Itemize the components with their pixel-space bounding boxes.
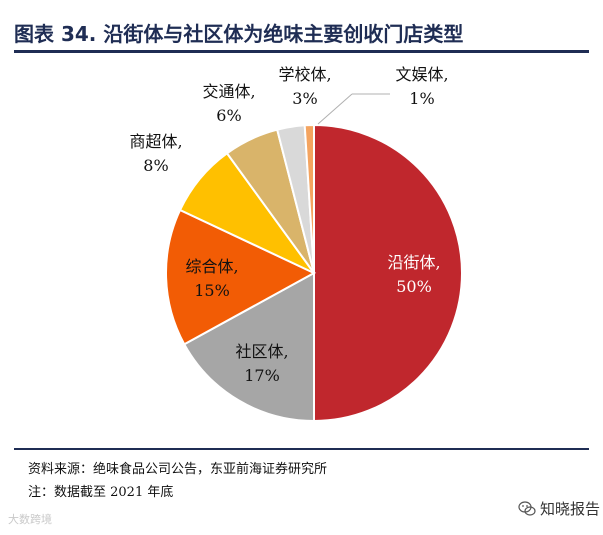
slice-value-wenyu: 1% — [409, 89, 434, 108]
slice-label-yanjie: 沿街体, — [387, 253, 440, 272]
slice-value-jiaotong: 6% — [216, 106, 241, 125]
slice-label-shangchao: 商超体, — [129, 132, 182, 151]
watermark-right-text: 知晓报告 — [540, 500, 601, 518]
pie-slice-wenyu — [303, 123, 315, 274]
slice-label-jiaotong: 交通体, — [202, 82, 255, 101]
title-rule — [14, 50, 589, 53]
watermark-left: 大数跨境 — [8, 513, 52, 526]
slice-value-zonghe: 15% — [194, 281, 230, 300]
slice-label-shequ: 社区体, — [235, 342, 288, 361]
pie-slice-zonghe — [165, 208, 317, 346]
slice-label-wenyu: 文娱体, — [395, 65, 448, 84]
leader-line-wenyu — [317, 93, 353, 125]
slice-label-zonghe: 综合体, — [185, 257, 238, 276]
watermark-right: 知晓报告 — [518, 498, 600, 519]
pie-chart: 沿街体, 50% 社区体, 17% 综合体, 15% 商超体, 8% 交通体, 6% 学校体, 3% 文… — [129, 65, 463, 423]
slice-label-xuexiao: 学校体, — [278, 65, 331, 84]
pie-slice-yanjie — [313, 123, 463, 423]
slice-value-yanjie: 50% — [396, 277, 432, 296]
date-note: 注：数据截至 2021 年底 — [28, 485, 174, 500]
slice-value-shequ: 17% — [244, 366, 280, 385]
pie-slice-shequ — [182, 271, 315, 423]
slice-value-xuexiao: 3% — [292, 89, 317, 108]
footer-rule — [14, 448, 589, 450]
chart-title: 图表 34. 沿街体与社区体为绝味主要创收门店类型 — [14, 22, 464, 46]
wechat-icon — [518, 500, 536, 516]
slice-value-shangchao: 8% — [143, 156, 168, 175]
source-note: 资料来源：绝味食品公司公告，东亚前海证券研究所 — [28, 462, 328, 477]
